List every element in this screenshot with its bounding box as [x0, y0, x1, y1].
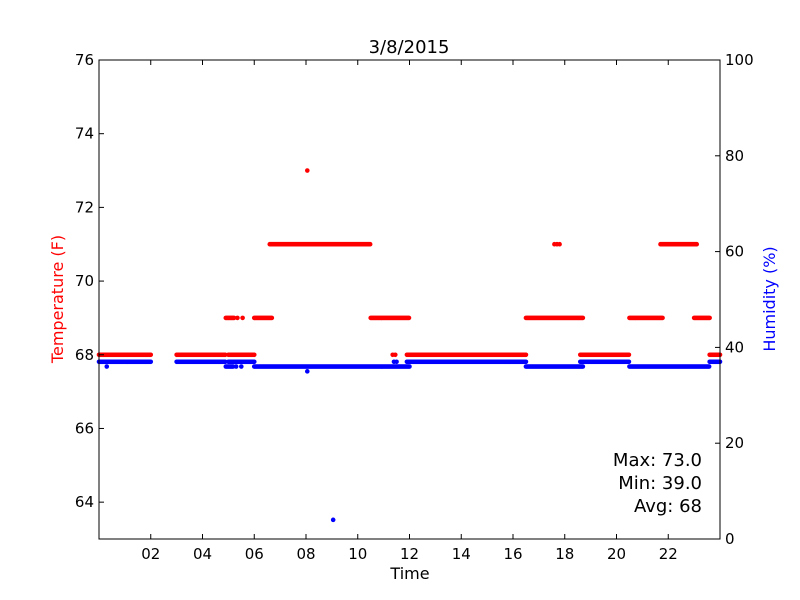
humidity-series — [96, 359, 723, 523]
temperature-point — [367, 241, 373, 247]
y-right-tick-label: 40 — [725, 338, 744, 356]
y-right-axis-label: Humidity (%) — [760, 246, 779, 351]
humidity-point — [104, 364, 110, 369]
temperature-point — [660, 315, 665, 321]
y-left-tick-label: 76 — [75, 51, 94, 69]
y-left-axis-ticks: 64 66 68 70 72 74 76 — [75, 51, 104, 511]
temperature-point — [304, 168, 310, 173]
y-right-tick-label: 60 — [725, 243, 744, 261]
humidity-point — [251, 359, 257, 365]
y-left-tick-label: 64 — [75, 493, 94, 511]
temperature-series — [96, 168, 723, 358]
humidity-point — [394, 359, 399, 365]
temperature-point — [626, 352, 632, 358]
x-tick-label: 02 — [141, 545, 160, 563]
x-tick-label: 22 — [659, 545, 678, 563]
temperature-point — [235, 315, 240, 321]
x-tick-label: 18 — [555, 545, 574, 563]
humidity-point — [407, 364, 412, 369]
temperature-point — [406, 315, 412, 321]
x-tick-label: 10 — [348, 545, 367, 563]
x-axis-ticks: 02 04 06 08 10 12 14 16 18 20 22 — [141, 60, 678, 563]
y-left-tick-label: 66 — [75, 419, 94, 437]
x-tick-label: 12 — [400, 545, 419, 563]
humidity-point — [239, 364, 244, 369]
x-tick-label: 04 — [193, 545, 212, 563]
y-left-tick-label: 70 — [75, 272, 94, 290]
humidity-point — [233, 364, 239, 369]
temperature-point — [269, 315, 275, 321]
temperature-point — [240, 315, 245, 321]
humidity-point — [523, 359, 529, 365]
y-right-tick-label: 80 — [725, 147, 744, 165]
y-right-tick-label: 100 — [725, 51, 754, 69]
humidity-point — [148, 359, 154, 365]
y-left-tick-label: 74 — [75, 125, 94, 143]
humidity-point — [304, 369, 310, 374]
humidity-point — [626, 359, 632, 365]
temperature-point — [580, 315, 586, 321]
x-tick-label: 20 — [607, 545, 626, 563]
y-right-axis-ticks: 0 20 40 60 80 100 — [715, 51, 754, 548]
temperature-point — [392, 352, 398, 358]
humidity-point — [580, 364, 586, 369]
temperature-point — [231, 315, 237, 321]
stats-min: Min: 39.0 — [618, 473, 702, 494]
y-left-axis-label: Temperature (F) — [48, 235, 67, 364]
x-tick-label: 14 — [452, 545, 471, 563]
y-left-tick-label: 72 — [75, 198, 94, 216]
stats-max: Max: 73.0 — [613, 450, 702, 471]
chart-title: 3/8/2015 — [369, 37, 450, 58]
temperature-point — [523, 352, 529, 358]
x-axis-label: Time — [389, 564, 429, 583]
x-tick-label: 08 — [296, 545, 315, 563]
temperature-point — [251, 352, 257, 358]
humidity-point — [330, 517, 336, 523]
temperature-point — [694, 241, 700, 247]
y-left-tick-label: 68 — [75, 346, 94, 364]
plot-marks — [96, 168, 723, 523]
humidity-point — [706, 364, 712, 369]
x-tick-label: 16 — [503, 545, 522, 563]
temperature-point — [707, 315, 712, 321]
y-right-tick-label: 0 — [725, 530, 735, 548]
stats-avg: Avg: 68 — [634, 496, 702, 517]
temperature-point — [557, 241, 562, 247]
y-right-tick-label: 20 — [725, 434, 744, 452]
x-tick-label: 06 — [245, 545, 264, 563]
temperature-point — [148, 352, 154, 358]
